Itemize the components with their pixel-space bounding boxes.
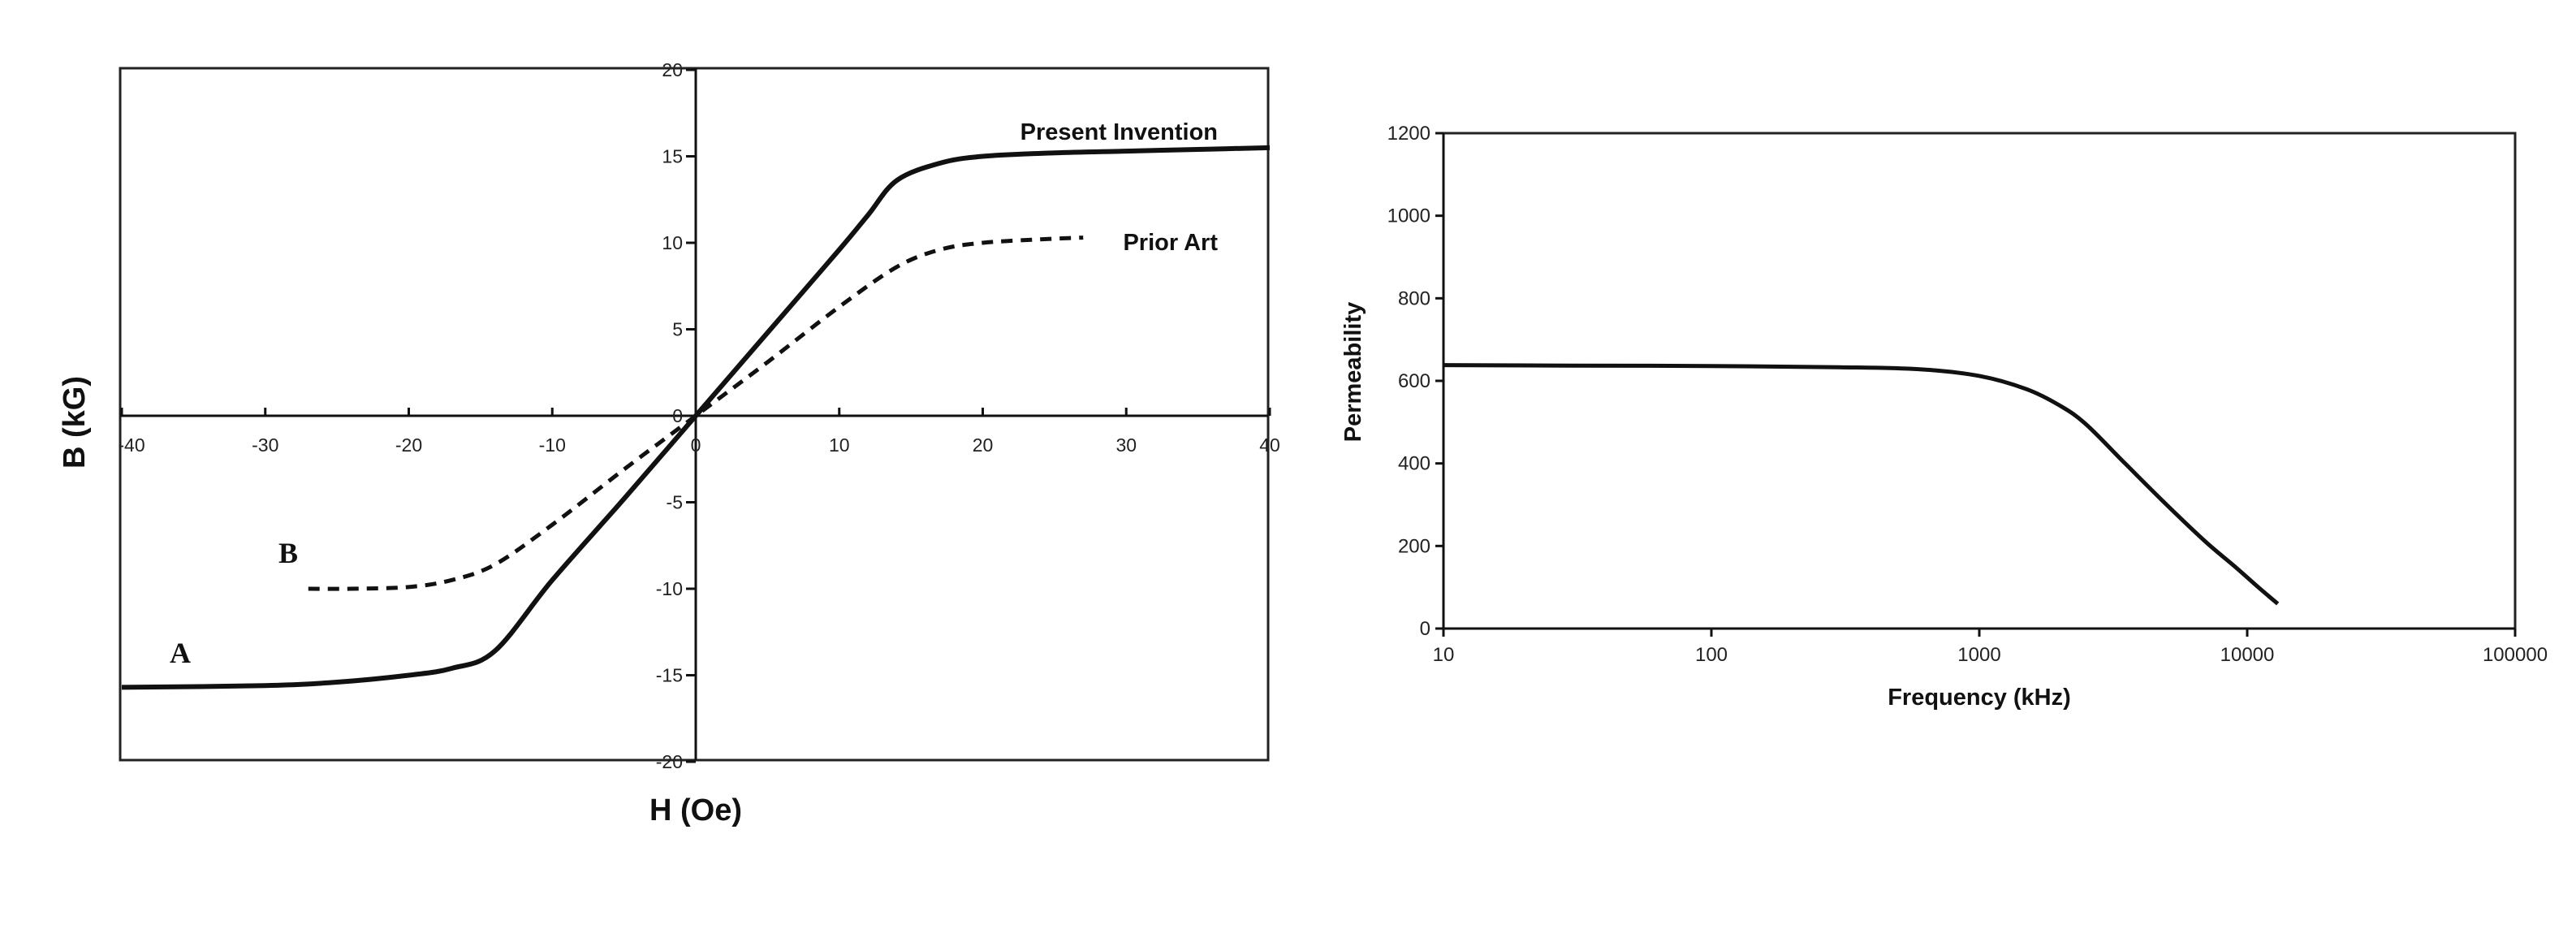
y-tick-label: 10 xyxy=(662,232,683,253)
y-tick-label: 20 xyxy=(662,59,683,80)
curve-letter-2: B xyxy=(278,537,298,569)
x-tick-label: 40 xyxy=(1259,434,1280,456)
series-label-2: Prior Art xyxy=(1123,230,1218,256)
y-tick-label: 600 xyxy=(1398,370,1430,392)
y-axis-title: B (kG) xyxy=(58,376,92,469)
x-axis-title: H (Oe) xyxy=(649,793,742,827)
x-tick-label: 10000 xyxy=(2220,644,2275,666)
y-tick-label: 5 xyxy=(672,319,683,340)
y-tick-label: 1000 xyxy=(1387,205,1430,227)
x-axis-title: Frequency (kHz) xyxy=(1888,685,2071,711)
plot-frame xyxy=(1443,133,2515,629)
x-tick-label: 100000 xyxy=(2483,644,2548,666)
x-tick-label: -20 xyxy=(395,434,422,456)
y-tick-label: -20 xyxy=(656,751,683,772)
y-tick-label: -15 xyxy=(656,665,683,686)
y-tick-label: 0 xyxy=(672,405,683,426)
x-tick-label: 20 xyxy=(973,434,994,456)
x-tick-label: -40 xyxy=(118,434,145,456)
y-tick-label: 15 xyxy=(662,146,683,167)
bh-curve-chart: -40 -30 -20 -10 0 10 20 30 40 -20 -15 -10 -5 0 5 10 15 20… xyxy=(58,59,1280,827)
permeability-chart: 0 200 400 600 800 1000 1200 10 100 1000 10000 10000… xyxy=(1340,123,2548,711)
y-tick-label: -5 xyxy=(667,492,683,513)
y-tick-label: 1200 xyxy=(1387,123,1430,145)
curve-letter-1: A xyxy=(170,637,191,669)
y-tick-label: 800 xyxy=(1398,287,1430,309)
y-tick-label: 400 xyxy=(1398,453,1430,475)
permeability-line-1 xyxy=(1443,365,2278,604)
x-tick-label: 1000 xyxy=(1957,644,2000,666)
x-tick-label: 10 xyxy=(1433,644,1455,666)
y-axis-title: Permeability xyxy=(1340,302,1366,442)
x-tick-label: -10 xyxy=(539,434,566,456)
y-tick-label: 0 xyxy=(1420,618,1430,640)
x-tick-label: 0 xyxy=(691,434,701,456)
y-tick-label: 200 xyxy=(1398,535,1430,557)
x-tick-label: -30 xyxy=(252,434,278,456)
series-label-1: Present Invention xyxy=(1020,119,1218,145)
y-tick-label: -10 xyxy=(656,578,683,599)
x-tick-label: 30 xyxy=(1115,434,1137,456)
x-tick-label: 10 xyxy=(829,434,850,456)
x-tick-label: 100 xyxy=(1695,644,1728,666)
